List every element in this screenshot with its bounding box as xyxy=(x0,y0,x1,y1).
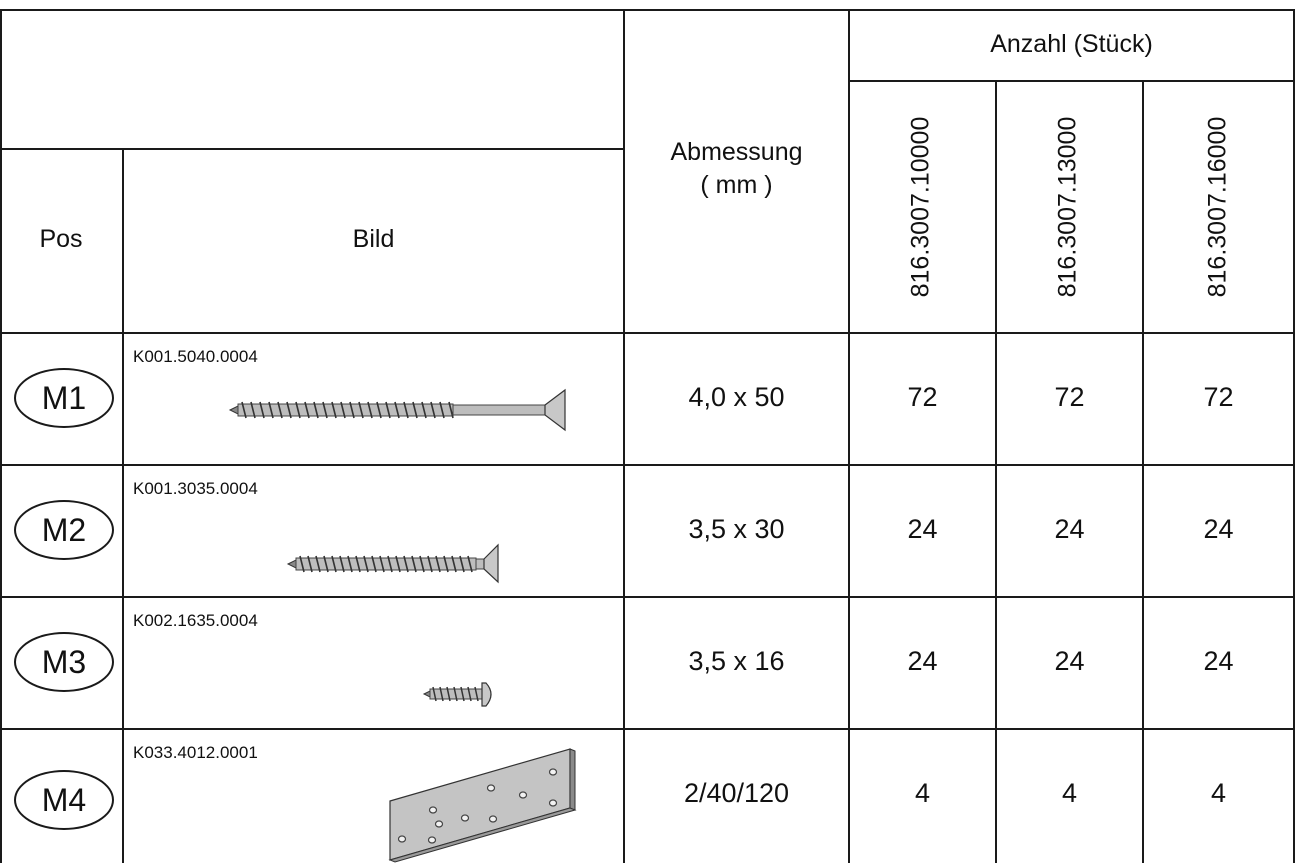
table-border-left xyxy=(0,9,2,863)
table-border-right xyxy=(1293,9,1295,863)
count-cell: 24 xyxy=(1203,646,1234,676)
table-border-top xyxy=(0,9,1295,11)
pos-badge: M2 xyxy=(14,500,114,560)
dimension-cell: 2/40/120 xyxy=(683,778,790,808)
header-divider-group xyxy=(848,80,1295,82)
col-divider-pos xyxy=(122,148,124,863)
count-cell: 4 xyxy=(1210,778,1227,808)
article-number-1: 816.3007.10000 xyxy=(906,116,935,298)
row-divider-1 xyxy=(0,464,1295,466)
abmessung-header: Abmessung xyxy=(670,138,803,166)
count-cell: 24 xyxy=(1054,514,1085,544)
long-screw-icon xyxy=(228,388,566,432)
pos-badge: M4 xyxy=(14,770,114,830)
pos-header: Pos xyxy=(39,225,83,253)
row-divider-3 xyxy=(0,728,1295,730)
anzahl-header: Anzahl (Stück) xyxy=(990,30,1153,58)
col-divider-count-2 xyxy=(1142,80,1144,863)
row-divider-2 xyxy=(0,596,1295,598)
part-code: K001.5040.0004 xyxy=(133,347,258,366)
article-number-2: 816.3007.13000 xyxy=(1053,116,1082,298)
pos-badge: M3 xyxy=(14,632,114,692)
count-cell: 72 xyxy=(1203,382,1234,412)
abmessung-unit: ( mm ) xyxy=(700,171,773,199)
medium-screw-icon xyxy=(286,543,499,584)
count-cell: 4 xyxy=(914,778,931,808)
part-code: K002.1635.0004 xyxy=(133,611,258,630)
count-cell: 24 xyxy=(907,646,938,676)
pos-label: M3 xyxy=(41,643,87,680)
short-screw-icon xyxy=(422,682,492,707)
bild-header: Bild xyxy=(352,225,395,253)
dimension-cell: 3,5 x 16 xyxy=(688,646,785,676)
col-divider-abmessung xyxy=(848,9,850,863)
pos-label: M2 xyxy=(41,511,87,548)
part-code: K001.3035.0004 xyxy=(133,479,258,498)
header-bottom-line xyxy=(0,332,1295,334)
count-cell: 72 xyxy=(907,382,938,412)
col-divider-count-1 xyxy=(995,80,997,863)
count-cell: 24 xyxy=(1054,646,1085,676)
col-divider-bild xyxy=(623,9,625,863)
pos-label: M4 xyxy=(41,781,87,818)
pos-label: M1 xyxy=(41,379,87,416)
count-cell: 72 xyxy=(1054,382,1085,412)
dimension-cell: 4,0 x 50 xyxy=(688,382,785,412)
header-divider-pos-bild xyxy=(0,148,623,150)
count-cell: 24 xyxy=(1203,514,1234,544)
article-number-3: 816.3007.16000 xyxy=(1203,116,1232,298)
part-code: K033.4012.0001 xyxy=(133,743,258,762)
perforated-plate-icon xyxy=(388,748,577,863)
count-cell: 4 xyxy=(1061,778,1078,808)
pos-badge: M1 xyxy=(14,368,114,428)
dimension-cell: 3,5 x 30 xyxy=(688,514,785,544)
count-cell: 24 xyxy=(907,514,938,544)
